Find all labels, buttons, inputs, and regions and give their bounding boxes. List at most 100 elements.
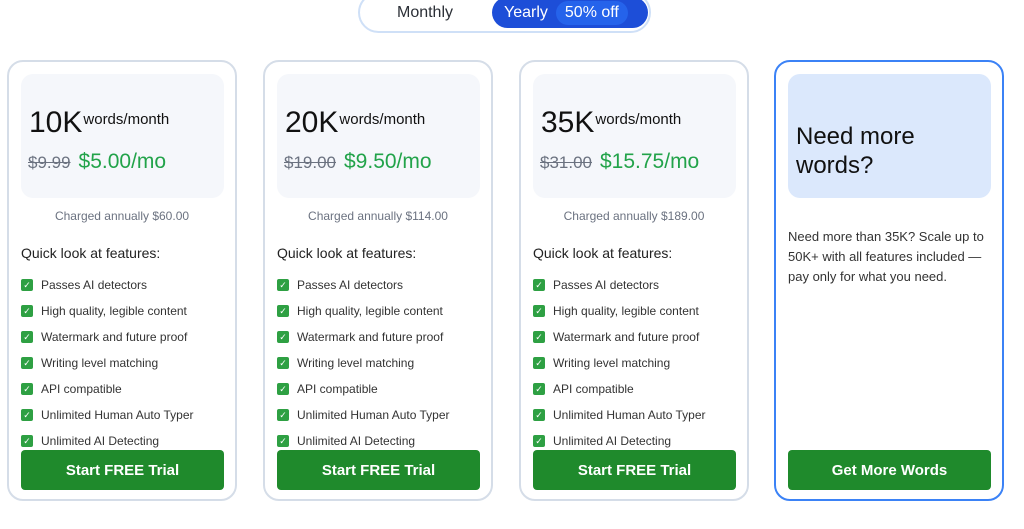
feature-item: ✓ Passes AI detectors xyxy=(533,272,706,298)
feature-label: API compatible xyxy=(297,382,378,396)
features-heading: Quick look at features: xyxy=(277,245,417,261)
charged-annually: Charged annually $189.00 xyxy=(563,209,705,223)
start-free-trial-button[interactable]: Start FREE Trial xyxy=(533,450,736,490)
check-icon: ✓ xyxy=(277,279,289,291)
word-count: 20K xyxy=(285,106,339,139)
check-icon: ✓ xyxy=(533,409,545,421)
feature-item: ✓ Watermark and future proof xyxy=(277,324,450,350)
feature-label: Unlimited AI Detecting xyxy=(553,434,672,448)
yearly-label: Yearly xyxy=(504,3,548,21)
check-icon: ✓ xyxy=(533,331,545,343)
plan-quantity: 35K words/month xyxy=(541,106,681,140)
feature-label: Passes AI detectors xyxy=(297,278,404,292)
feature-label: Passes AI detectors xyxy=(553,278,660,292)
check-icon: ✓ xyxy=(533,435,545,447)
unit: words/month xyxy=(83,111,170,128)
feature-item: ✓ Writing level matching xyxy=(21,350,194,376)
feature-item: ✓ Unlimited AI Detecting xyxy=(533,428,706,454)
discount-badge: 50% off xyxy=(555,0,628,25)
plan-price: $19.00 $9.50/mo xyxy=(284,150,432,174)
check-icon: ✓ xyxy=(277,409,289,421)
feature-label: Watermark and future proof xyxy=(297,330,444,344)
feature-item: ✓ Unlimited Human Auto Typer xyxy=(277,402,450,428)
feature-item: ✓ Watermark and future proof xyxy=(21,324,194,350)
check-icon: ✓ xyxy=(21,305,33,317)
feature-label: Writing level matching xyxy=(297,356,415,370)
features-heading: Quick look at features: xyxy=(21,245,161,261)
discounted-price: $5.00/mo xyxy=(78,150,167,173)
feature-item: ✓ API compatible xyxy=(21,376,194,402)
plan-header xyxy=(21,74,224,198)
plan-quantity: 10K words/month xyxy=(29,106,169,140)
charged-annually: Charged annually $60.00 xyxy=(54,209,190,223)
check-icon: ✓ xyxy=(21,357,33,369)
feature-label: Unlimited AI Detecting xyxy=(297,434,416,448)
feature-label: Passes AI detectors xyxy=(41,278,148,292)
feature-item: ✓ High quality, legible content xyxy=(533,298,706,324)
get-more-words-button[interactable]: Get More Words xyxy=(788,450,991,490)
check-icon: ✓ xyxy=(533,279,545,291)
plan-price: $31.00 $15.75/mo xyxy=(540,150,699,174)
feature-item: ✓ Passes AI detectors xyxy=(277,272,450,298)
feature-item: ✓ High quality, legible content xyxy=(21,298,194,324)
feature-list: ✓ Passes AI detectors ✓ High quality, legib… xyxy=(21,272,194,454)
feature-label: Writing level matching xyxy=(41,356,159,370)
charged-annually: Charged annually $114.00 xyxy=(308,209,448,223)
yearly-option[interactable]: Yearly 50% off xyxy=(492,0,648,28)
check-icon: ✓ xyxy=(277,357,289,369)
check-icon: ✓ xyxy=(21,435,33,447)
feature-item: ✓ Unlimited Human Auto Typer xyxy=(21,402,194,428)
check-icon: ✓ xyxy=(277,305,289,317)
plan-quantity: 20K words/month xyxy=(285,106,425,140)
monthly-option[interactable]: Monthly xyxy=(396,4,454,21)
unit: words/month xyxy=(339,111,426,128)
feature-list: ✓ Passes AI detectors ✓ High quality, legib… xyxy=(277,272,450,454)
check-icon: ✓ xyxy=(277,331,289,343)
original-price: $31.00 xyxy=(540,153,592,172)
feature-item: ✓ Writing level matching xyxy=(533,350,706,376)
feature-label: Watermark and future proof xyxy=(41,330,188,344)
plan-price: $9.99 $5.00/mo xyxy=(28,150,166,174)
unit: words/month xyxy=(595,111,682,128)
feature-label: Watermark and future proof xyxy=(553,330,700,344)
feature-label: Writing level matching xyxy=(553,356,671,370)
custom-plan-title: Need more words? xyxy=(796,123,915,179)
feature-label: High quality, legible content xyxy=(41,304,187,318)
feature-label: API compatible xyxy=(41,382,122,396)
custom-plan-description: Need more than 35K? Scale up to 50K+ wit… xyxy=(788,229,984,284)
feature-item: ✓ Unlimited Human Auto Typer xyxy=(533,402,706,428)
check-icon: ✓ xyxy=(21,331,33,343)
original-price: $19.00 xyxy=(284,153,336,172)
feature-label: Unlimited Human Auto Typer xyxy=(41,408,194,422)
check-icon: ✓ xyxy=(533,357,545,369)
feature-item: ✓ Unlimited AI Detecting xyxy=(277,428,450,454)
check-icon: ✓ xyxy=(277,383,289,395)
feature-label: Unlimited Human Auto Typer xyxy=(553,408,706,422)
check-icon: ✓ xyxy=(21,383,33,395)
feature-label: High quality, legible content xyxy=(553,304,699,318)
feature-item: ✓ Writing level matching xyxy=(277,350,450,376)
feature-label: Unlimited AI Detecting xyxy=(41,434,160,448)
discounted-price: $9.50/mo xyxy=(344,150,432,173)
plan-card: 20K words/month $19.00 $9.50/mo Charged an… xyxy=(263,60,493,501)
feature-item: ✓ Unlimited AI Detecting xyxy=(21,428,194,454)
check-icon: ✓ xyxy=(21,279,33,291)
check-icon: ✓ xyxy=(533,305,545,317)
original-price: $9.99 xyxy=(28,153,71,172)
plan-card: 35K words/month $31.00 $15.75/mo Charged a… xyxy=(519,60,749,501)
feature-list: ✓ Passes AI detectors ✓ High quality, legib… xyxy=(533,272,706,454)
plan-header xyxy=(533,74,736,198)
feature-label: API compatible xyxy=(553,382,634,396)
billing-toggle: Monthly Yearly 50% off xyxy=(358,0,651,33)
plan-card: 10K words/month $9.99 $5.00/mo Charged ann… xyxy=(7,60,237,501)
start-free-trial-button[interactable]: Start FREE Trial xyxy=(21,450,224,490)
feature-item: ✓ API compatible xyxy=(533,376,706,402)
feature-item: ✓ API compatible xyxy=(277,376,450,402)
word-count: 35K xyxy=(541,106,595,139)
check-icon: ✓ xyxy=(277,435,289,447)
discounted-price: $15.75/mo xyxy=(600,150,700,173)
start-free-trial-button[interactable]: Start FREE Trial xyxy=(277,450,480,490)
custom-plan-card: Need more words? Need more than 35K? Sca… xyxy=(774,60,1004,501)
feature-item: ✓ Watermark and future proof xyxy=(533,324,706,350)
feature-label: High quality, legible content xyxy=(297,304,443,318)
